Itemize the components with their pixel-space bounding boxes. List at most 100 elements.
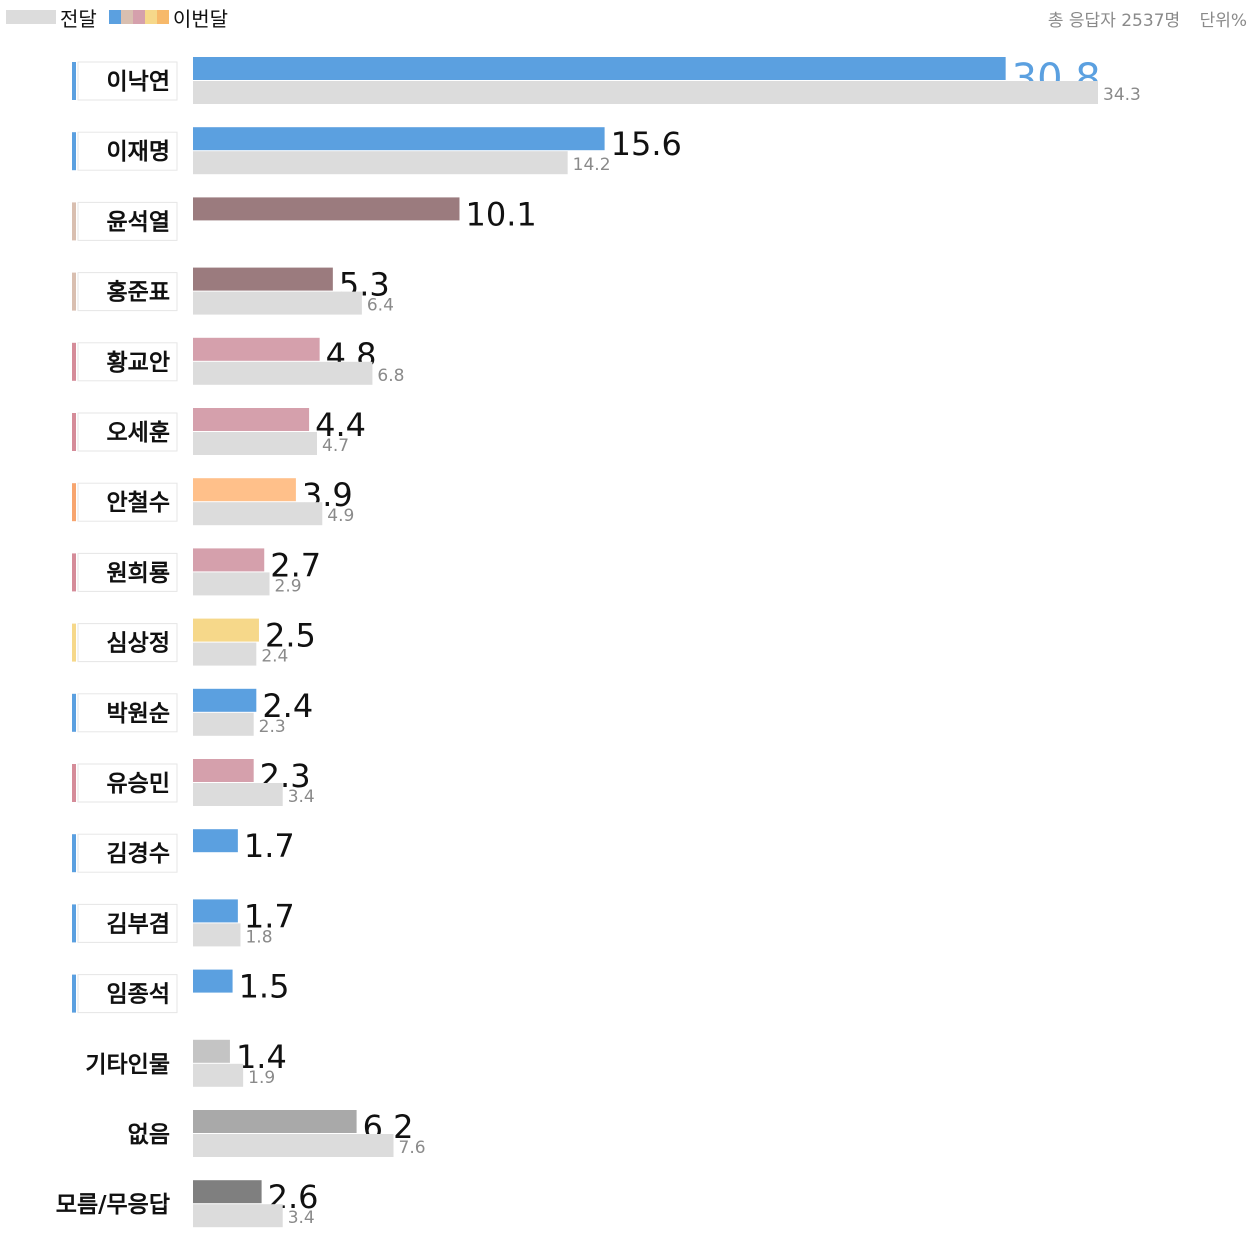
party-color-marker bbox=[72, 693, 76, 732]
legend-current-swatch-part bbox=[108, 10, 121, 24]
current-month-bar bbox=[193, 1039, 230, 1063]
name-label-box bbox=[77, 201, 178, 241]
candidate-name-label: 이낙연 bbox=[107, 69, 170, 95]
name-label-box bbox=[77, 833, 178, 873]
previous-month-value-label: 34.3 bbox=[1103, 85, 1141, 105]
current-month-bar bbox=[193, 1180, 262, 1204]
party-color-marker bbox=[72, 413, 76, 451]
name-label-box bbox=[77, 693, 178, 733]
current-month-value-label: 2.4 bbox=[262, 687, 313, 725]
current-month-bar bbox=[193, 969, 233, 993]
legend-current-label: 이번달 bbox=[172, 6, 229, 31]
party-color-marker bbox=[72, 834, 76, 873]
candidate-name-label: 없음 bbox=[128, 1122, 170, 1148]
previous-month-value-label: 1.9 bbox=[248, 1068, 275, 1088]
current-month-value-label: 15.6 bbox=[611, 125, 682, 163]
respondents-count: 총 응답자 2537명 bbox=[1047, 11, 1181, 31]
legend-current-swatch-part bbox=[120, 10, 133, 24]
current-month-value-label: 10.1 bbox=[465, 195, 536, 233]
previous-month-value-label: 6.8 bbox=[377, 366, 404, 386]
current-month-value-label: 4.4 bbox=[315, 406, 366, 444]
current-month-bar bbox=[193, 267, 333, 291]
legend: 전달 이번달 bbox=[6, 4, 240, 31]
unit-label: 단위% bbox=[1199, 11, 1247, 31]
previous-month-bar bbox=[193, 923, 241, 947]
legend-previous-swatch bbox=[6, 10, 56, 24]
previous-month-bar bbox=[193, 361, 373, 385]
previous-month-bar bbox=[193, 572, 270, 596]
current-month-bar bbox=[193, 57, 1006, 80]
current-month-bar bbox=[193, 478, 296, 502]
previous-month-bar bbox=[193, 291, 362, 315]
previous-month-bar bbox=[193, 712, 254, 736]
name-label-box bbox=[77, 552, 178, 592]
previous-month-value-label: 6.4 bbox=[367, 296, 394, 316]
current-month-bar bbox=[193, 408, 310, 431]
current-month-value-label: 1.7 bbox=[244, 827, 295, 865]
current-month-value-label: 2.5 bbox=[265, 617, 316, 655]
current-month-bar bbox=[193, 337, 320, 361]
party-color-marker bbox=[72, 974, 76, 1013]
candidate-name-label: 홍준표 bbox=[107, 280, 170, 306]
party-color-marker bbox=[72, 202, 76, 241]
current-month-bar bbox=[193, 688, 257, 712]
current-month-value-label: 2.7 bbox=[270, 546, 321, 584]
name-label-box bbox=[77, 342, 178, 382]
candidate-name-label: 원희룡 bbox=[107, 560, 170, 586]
candidate-name-label: 윤석열 bbox=[107, 209, 170, 235]
previous-month-bar bbox=[193, 1134, 394, 1157]
previous-month-bar bbox=[193, 432, 318, 455]
party-color-marker bbox=[72, 623, 76, 662]
name-label-box bbox=[77, 412, 178, 452]
legend-current-swatch-part bbox=[144, 10, 157, 24]
name-label-box bbox=[77, 903, 178, 943]
party-color-marker bbox=[72, 342, 76, 381]
party-color-marker bbox=[72, 272, 76, 311]
party-color-marker bbox=[72, 483, 76, 522]
name-label-box bbox=[77, 763, 178, 803]
previous-month-value-label: 3.4 bbox=[288, 1208, 315, 1228]
name-label-box bbox=[77, 974, 178, 1014]
previous-month-value-label: 7.6 bbox=[399, 1138, 426, 1158]
current-month-bar bbox=[193, 618, 259, 642]
candidate-name-label: 김경수 bbox=[107, 841, 170, 867]
previous-month-bar bbox=[193, 1204, 283, 1228]
current-month-bar bbox=[193, 548, 265, 572]
current-month-value-label: 1.4 bbox=[236, 1038, 287, 1076]
candidate-name-label: 안철수 bbox=[107, 490, 170, 516]
candidate-name-label: 모름/무응답 bbox=[56, 1192, 170, 1218]
previous-month-value-label: 2.3 bbox=[259, 717, 286, 737]
name-label-box bbox=[77, 61, 178, 101]
previous-month-bar bbox=[193, 81, 1098, 104]
current-month-value-label: 1.5 bbox=[239, 968, 290, 1006]
current-month-value-label: 1.7 bbox=[244, 897, 295, 935]
party-color-marker bbox=[72, 764, 76, 802]
current-month-bar bbox=[193, 127, 605, 151]
current-month-bar bbox=[193, 899, 238, 923]
candidate-name-label: 임종석 bbox=[107, 982, 170, 1008]
legend-current-swatch-part bbox=[132, 10, 145, 24]
current-month-bar bbox=[193, 829, 238, 853]
current-month-bar bbox=[193, 759, 254, 782]
previous-month-value-label: 4.7 bbox=[322, 436, 349, 456]
current-month-bar bbox=[193, 197, 460, 221]
candidate-name-label: 기타인물 bbox=[85, 1052, 170, 1078]
previous-month-bar bbox=[193, 642, 257, 666]
name-label-box bbox=[77, 482, 178, 522]
legend-current-swatch-part bbox=[156, 10, 169, 24]
current-month-bar bbox=[193, 1110, 357, 1133]
name-label-box bbox=[77, 623, 178, 663]
party-color-marker bbox=[72, 62, 76, 100]
legend-previous-label: 전달 bbox=[60, 6, 97, 31]
previous-month-bar bbox=[193, 502, 323, 526]
previous-month-value-label: 4.9 bbox=[327, 506, 354, 526]
candidate-name-label: 심상정 bbox=[107, 631, 170, 657]
previous-month-value-label: 14.2 bbox=[573, 155, 611, 175]
candidate-name-label: 이재명 bbox=[107, 139, 170, 165]
name-label-box bbox=[77, 272, 178, 312]
candidate-name-label: 오세훈 bbox=[107, 420, 170, 446]
name-label-box bbox=[77, 131, 178, 171]
previous-month-value-label: 2.4 bbox=[261, 647, 288, 667]
previous-month-value-label: 1.8 bbox=[245, 927, 272, 947]
